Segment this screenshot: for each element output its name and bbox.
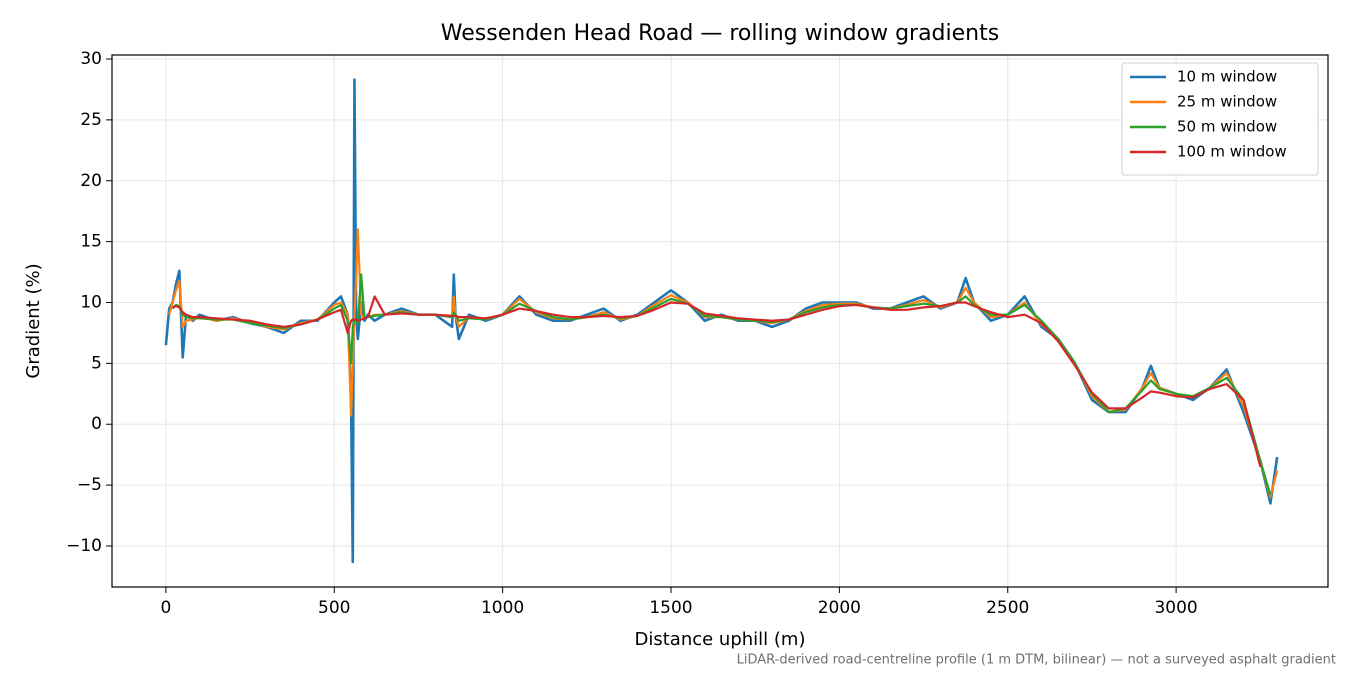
footnote: LiDAR-derived road-centreline profile (1… (737, 653, 1336, 668)
legend: 10 m window 25 m window 50 m window 100 m w… (1121, 62, 1319, 176)
x-tick-label: 2500 (986, 598, 1029, 618)
y-tick-label: 30 (80, 49, 102, 69)
legend-label: 100 m window (1177, 143, 1287, 161)
axes: −10 −5 0 5 10 15 20 25 30 0 500 1000 1500 2000 2500 300… (66, 49, 1329, 618)
series-line (172, 295, 1262, 468)
legend-label: 25 m window (1177, 93, 1277, 111)
y-tick-label: 20 (80, 171, 102, 191)
x-tick-label: 500 (318, 598, 350, 618)
legend-label: 50 m window (1177, 118, 1277, 136)
y-tick-label: 5 (91, 353, 102, 373)
x-tick-label: 1000 (481, 598, 524, 618)
y-tick-label: 10 (80, 292, 102, 312)
y-tick-label: 25 (80, 110, 102, 130)
y-axis-label: Gradient (%) (23, 263, 44, 378)
x-tick-label: 1500 (649, 598, 692, 618)
y-tick-label: 0 (91, 414, 102, 434)
y-tick-label: 15 (80, 232, 102, 252)
plot-frame (111, 54, 1329, 588)
x-axis-label: Distance uphill (m) (635, 629, 806, 650)
legend-box (1121, 62, 1319, 176)
legend-label: 10 m window (1177, 68, 1277, 86)
plot-lines (164, 78, 1279, 564)
grid (112, 55, 1328, 587)
series-line (171, 273, 1272, 496)
y-tick-label: −5 (77, 475, 102, 495)
chart-title: Wessenden Head Road — rolling window gra… (441, 21, 999, 46)
y-tick-label: −10 (66, 536, 102, 556)
x-tick-label: 0 (160, 598, 171, 618)
x-tick-label: 2000 (818, 598, 861, 618)
x-tick-label: 3000 (1154, 598, 1197, 618)
